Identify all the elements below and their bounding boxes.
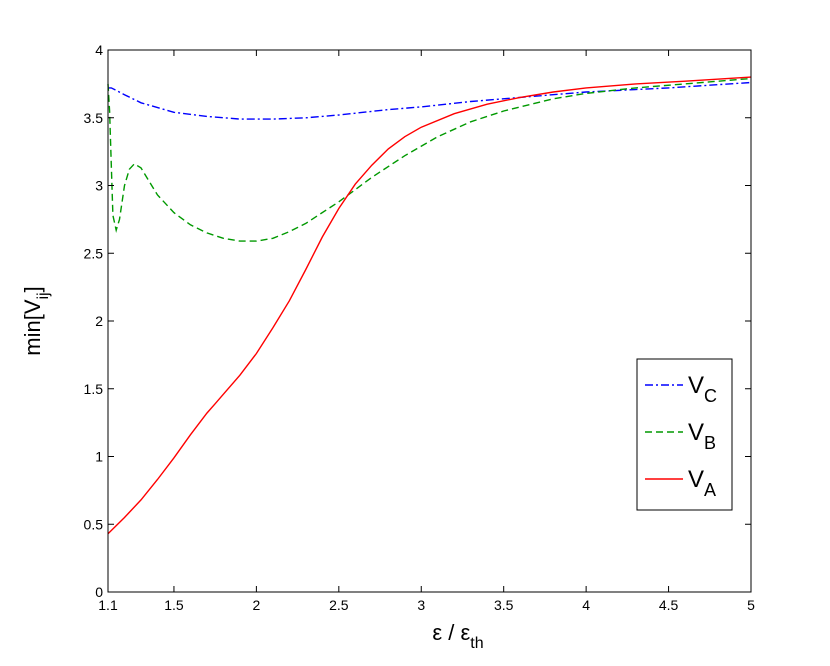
ticks-layer: 1.1 1.5 2 2.5 3 3.5 4 4.5 5 0 0.5 1 1.5 2 2.5 3 3.5 4 [84,42,756,613]
series-line-v-a [107,76,752,535]
series-line-v-c [108,81,752,120]
y-tick-label: 1 [95,449,103,465]
y-axis-label-sub: ij [35,292,52,299]
y-tick-label: 4 [95,42,103,58]
x-tick-label: 4.5 [659,597,679,613]
x-tick-label: 5 [747,597,755,613]
x-tick-label: 3.5 [494,597,514,613]
x-axis-label-main: ε / ε [432,620,470,645]
series-line-v-b [107,77,752,242]
y-tick-label: 0 [95,584,103,600]
legend-label-v-a: VA [688,466,716,500]
x-axis-label: ε / εth [432,620,483,652]
y-axis-label-close: ] [20,286,45,292]
x-tick-label: 1.1 [98,597,118,613]
legend-box [636,358,733,511]
y-tick-label: 0.5 [84,516,104,532]
y-tick-label: 2 [95,313,103,329]
y-tick-label: 3.5 [84,110,104,126]
x-tick-label: 3 [417,597,425,613]
x-axis-label-sub: th [470,635,483,652]
y-tick-label: 2.5 [84,245,104,261]
x-tick-label: 1.5 [164,597,184,613]
y-axis-label-main: min[V [20,299,45,356]
plot-area [108,50,751,592]
x-tick-label: 4 [582,597,590,613]
legend-label-v-b: VB [688,419,716,453]
y-axis-label: min[Vij] [20,286,52,355]
y-tick-label: 1.5 [84,381,104,397]
legend: VC VB VA [636,358,733,511]
series-layer [107,76,752,535]
legend-label-v-c: VC [688,372,717,406]
x-tick-label: 2 [252,597,260,613]
y-tick-label: 3 [95,178,103,194]
x-tick-label: 2.5 [329,597,349,613]
